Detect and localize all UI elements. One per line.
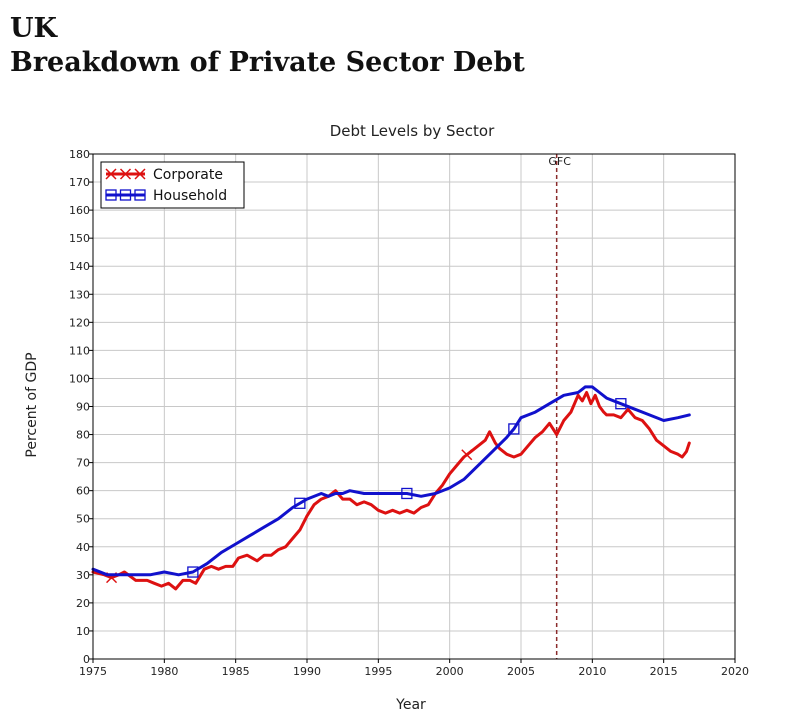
x-axis-label: Year xyxy=(395,697,426,713)
x-tick-label: 2015 xyxy=(650,665,678,678)
chart-gridlines xyxy=(92,153,736,660)
series-marker-household xyxy=(615,398,627,410)
legend-marker-household xyxy=(105,189,117,201)
x-tick-label: 1975 xyxy=(79,665,107,678)
y-tick-label: 60 xyxy=(76,485,90,498)
series-marker-household xyxy=(294,497,306,509)
x-tick-label: 2010 xyxy=(578,665,606,678)
chart-legend: Corporate Household xyxy=(100,161,245,209)
y-tick-label: 30 xyxy=(76,569,90,582)
series-marker-household xyxy=(401,487,413,500)
x-tick-label: 2000 xyxy=(436,665,464,678)
legend-marker-corporate xyxy=(119,168,132,180)
y-tick-label: 180 xyxy=(69,148,90,161)
y-tick-label: 140 xyxy=(69,260,90,273)
y-tick-label: 40 xyxy=(76,541,90,554)
series-marker-corporate xyxy=(461,449,473,461)
y-tick-label: 170 xyxy=(69,176,90,189)
marker-stroke xyxy=(105,168,117,180)
legend-label-corporate: Corporate xyxy=(153,167,223,183)
marker-stroke xyxy=(461,449,473,461)
chart-annotations: GFC xyxy=(548,154,571,659)
y-tick-label: 130 xyxy=(69,288,90,301)
y-tick-label: 90 xyxy=(76,401,90,414)
legend-marker-household xyxy=(119,189,132,201)
page-heading: UK Breakdown of Private Sector Debt xyxy=(10,12,525,80)
x-tick-label: 1990 xyxy=(293,665,321,678)
marker-stroke xyxy=(119,168,132,180)
marker-stroke xyxy=(134,168,146,180)
page-heading-line2: Breakdown of Private Sector Debt xyxy=(10,47,525,78)
y-tick-label: 110 xyxy=(69,344,90,357)
chart-title: Debt Levels by Sector xyxy=(330,122,495,140)
legend-label-household: Household xyxy=(153,188,227,204)
series-marker-household xyxy=(187,566,199,578)
legend-marker-household xyxy=(134,189,146,201)
chart-series xyxy=(91,385,691,591)
series-line-corporate xyxy=(91,391,691,591)
y-tick-label: 20 xyxy=(76,597,90,610)
series-line-household xyxy=(91,385,691,577)
y-tick-label: 160 xyxy=(69,204,90,217)
gfc-marker-label: GFC xyxy=(548,155,571,168)
x-tick-label: 1995 xyxy=(364,665,392,678)
legend-marker-corporate xyxy=(134,168,146,180)
y-tick-label: 0 xyxy=(83,653,90,666)
y-tick-label: 10 xyxy=(76,625,90,638)
y-tick-label: 70 xyxy=(76,457,90,470)
page-heading-line1: UK xyxy=(10,13,58,44)
series-marker-household xyxy=(508,423,520,435)
y-axis-label: Percent of GDP xyxy=(24,352,40,457)
y-tick-label: 50 xyxy=(76,513,90,526)
y-tick-label: 150 xyxy=(69,232,90,245)
y-tick-label: 80 xyxy=(76,429,90,442)
y-tick-label: 100 xyxy=(69,372,90,385)
chart-axis-ticks: 1975 1980 1985 1990 1995 2000 2005 2010 2015 2020… xyxy=(69,148,749,678)
x-tick-label: 2020 xyxy=(721,665,749,678)
x-tick-label: 2005 xyxy=(507,665,535,678)
x-tick-label: 1980 xyxy=(150,665,178,678)
y-tick-label: 120 xyxy=(69,316,90,329)
x-tick-label: 1985 xyxy=(222,665,250,678)
legend-marker-corporate xyxy=(105,168,117,180)
